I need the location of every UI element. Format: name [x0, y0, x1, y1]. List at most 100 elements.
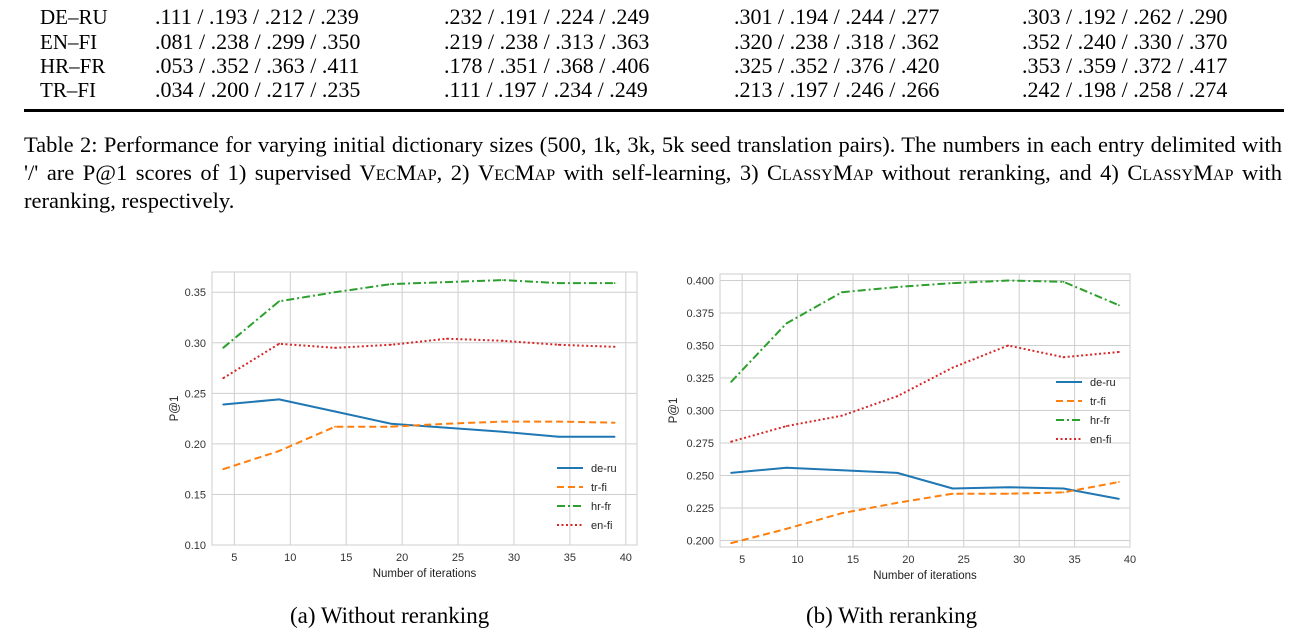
data-point-en-fi [222, 377, 225, 380]
data-point-en-fi [557, 343, 560, 346]
data-point-hr-fr [1118, 304, 1120, 307]
data-point-hr-fr [278, 300, 280, 303]
legend-label-de-ru: de-ru [591, 463, 617, 475]
y-tick-label: 0.400 [686, 276, 714, 288]
table-cell: .034 / .200 / .217 / .235 [155, 77, 361, 102]
table-row: TR–FI .034 / .200 / .217 / .235 .111 / .19… [0, 77, 1303, 103]
table-bottom-rule [24, 109, 1284, 112]
series-line-hr-fr [730, 279, 1120, 383]
data-point-tr-fi [841, 512, 843, 515]
legend-label-en-fi: en-fi [1090, 434, 1111, 446]
data-point-en-fi [613, 345, 616, 348]
data-point-de-ru [501, 430, 504, 433]
data-point-de-ru [613, 435, 616, 438]
caption-vecmap: VecMap [477, 160, 556, 185]
data-point-en-fi [501, 339, 504, 342]
series-line-de-ru [731, 466, 1120, 500]
caption-text: with self-learning, 3) [555, 160, 768, 185]
data-point-en-fi [951, 366, 954, 369]
data-point-tr-fi [334, 425, 336, 428]
legend-label-en-fi: en-fi [591, 520, 612, 532]
table-row: DE–RU .111 / .193 / .212 / .239 .232 / .19… [0, 4, 1303, 30]
x-axis-label: Number of iterations [373, 568, 477, 580]
y-tick-label: 0.250 [686, 471, 714, 483]
series-line-tr-fi [730, 481, 1120, 545]
caption-text: Table 2: Performance for varying initial… [24, 132, 1282, 185]
caption-text: without reranking, and 4) [873, 160, 1128, 185]
x-tick-label: 25 [958, 554, 970, 566]
data-point-hr-fr [557, 282, 560, 284]
y-axis-label: P@1 [169, 396, 181, 422]
x-tick-label: 10 [791, 554, 803, 566]
data-point-hr-fr [334, 291, 336, 294]
subcaption-b: (b) With reranking [806, 603, 978, 628]
table-cell: .301 / .194 / .244 / .277 [734, 4, 940, 29]
table-cell: .213 / .197 / .246 / .266 [734, 77, 940, 102]
chart-without-reranking: 5 10 15 20 25 30 35 40 0.10 0.15 0.20 0.25 0.30 0.35 d… [169, 271, 638, 580]
language-pair: EN–FI [40, 30, 98, 54]
data-point-en-fi [390, 343, 392, 346]
data-point-tr-fi [557, 420, 560, 423]
data-point-hr-fr [841, 291, 843, 294]
x-tick-label: 35 [564, 552, 576, 564]
x-tick-label: 40 [1124, 554, 1136, 566]
y-axis-label: P@1 [668, 398, 680, 424]
table-cell: .053 / .352 / .363 / .411 [155, 53, 360, 78]
data-point-hr-fr [1062, 280, 1065, 283]
y-tick-label: 0.10 [185, 540, 206, 552]
data-point-tr-fi [951, 492, 954, 495]
x-tick-label: 20 [396, 552, 408, 564]
data-point-tr-fi [613, 421, 616, 424]
x-tick-label: 35 [1068, 554, 1080, 566]
y-tick-label: 0.200 [686, 536, 714, 548]
data-point-de-ru [222, 403, 225, 406]
table-cell: .219 / .238 / .313 / .363 [444, 29, 650, 54]
data-point-tr-fi [730, 542, 732, 544]
x-tick-label: 15 [847, 554, 859, 566]
data-point-de-ru [1007, 486, 1009, 489]
table-row: EN–FI .081 / .238 / .299 / .350 .219 / .23… [0, 29, 1303, 55]
table-cell: .111 / .193 / .212 / .239 [155, 4, 359, 29]
table-cell: .320 / .238 / .318 / .362 [734, 29, 940, 54]
data-point-hr-fr [785, 322, 788, 325]
data-point-hr-fr [501, 279, 504, 281]
caption-text: , 2) [436, 160, 478, 185]
data-point-tr-fi [390, 425, 392, 428]
data-point-hr-fr [446, 281, 448, 283]
data-point-hr-fr [1007, 279, 1009, 282]
y-tick-label: 0.325 [686, 373, 714, 385]
data-point-hr-fr [951, 282, 954, 284]
data-point-en-fi [896, 395, 899, 398]
data-point-tr-fi [1062, 491, 1065, 494]
data-point-tr-fi [446, 422, 448, 425]
y-tick-label: 0.15 [185, 489, 206, 501]
series-line-tr-fi [222, 420, 615, 471]
x-tick-label: 5 [231, 552, 237, 564]
data-point-tr-fi [785, 527, 788, 530]
data-point-de-ru [334, 410, 336, 413]
chart-with-reranking: 5 10 15 20 25 30 35 40 0.200 0.225 0.250 0.275 0.300… [668, 273, 1136, 582]
caption-vecmap: VecMap [359, 160, 437, 185]
data-point-tr-fi [501, 420, 504, 423]
data-point-de-ru [730, 472, 732, 474]
caption-classymap: ClassyMap [1127, 160, 1234, 185]
x-tick-label: 25 [452, 552, 464, 564]
x-tick-label: 40 [620, 552, 632, 564]
legend-label-tr-fi: tr-fi [1090, 396, 1106, 408]
data-point-de-ru [1062, 487, 1065, 490]
data-point-en-fi [334, 346, 336, 349]
plot-area [211, 271, 638, 546]
data-point-de-ru [557, 435, 560, 438]
table-cell: .353 / .359 / .372 / .417 [1022, 53, 1228, 78]
x-tick-label: 30 [508, 552, 520, 564]
table-caption: Table 2: Performance for varying initial… [24, 131, 1282, 215]
y-tick-label: 0.275 [686, 438, 714, 450]
language-pair: DE–RU [40, 5, 108, 29]
y-tick-label: 0.225 [686, 503, 714, 515]
language-pair: HR–FR [40, 54, 106, 78]
data-point-tr-fi [1007, 492, 1009, 495]
data-point-de-ru [951, 487, 954, 490]
table-cell: .242 / .198 / .258 / .274 [1022, 77, 1228, 102]
y-tick-label: 0.25 [185, 388, 206, 400]
data-point-en-fi [1007, 344, 1009, 347]
